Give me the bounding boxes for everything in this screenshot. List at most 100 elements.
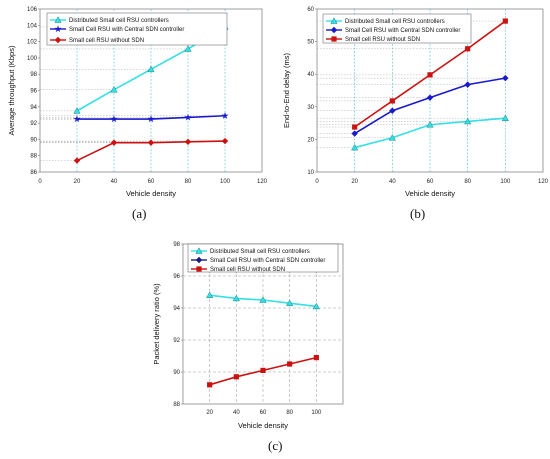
data-point-2-2 (427, 72, 433, 78)
legend-label-2: Small cell RSU without SDN (210, 267, 285, 273)
y-tick-label: 94 (30, 105, 37, 111)
data-point-2-4 (221, 137, 229, 145)
data-point-0-3 (286, 299, 294, 306)
legend-marker-2 (54, 36, 62, 44)
chart-c: 88 90 92 94 96 98 20 40 60 80 100 Vehicle density Pa… (152, 242, 344, 430)
y-tick-label: 100 (27, 56, 38, 62)
data-point-1-2 (147, 115, 155, 123)
x-tick-label: 20 (351, 179, 358, 185)
data-point-0-2 (259, 296, 267, 303)
y-tick-label: 90 (173, 370, 180, 376)
data-point-2-4 (313, 355, 319, 361)
data-point-2-3 (465, 46, 471, 52)
data-point-2-1 (389, 98, 395, 104)
x-axis-label: Vehicle density (126, 189, 176, 198)
x-axis-label: Vehicle density (405, 189, 455, 198)
data-point-0-0 (351, 143, 359, 151)
data-point-1-3 (184, 113, 192, 121)
legend-marker-2 (196, 266, 202, 272)
y-tick-label: 60 (307, 7, 314, 13)
legend-marker-0 (330, 17, 338, 24)
x-tick-label: 40 (111, 179, 118, 185)
y-tick-label: 10 (307, 170, 314, 176)
legend-marker-2 (331, 36, 337, 42)
data-point-0-0 (73, 107, 81, 114)
legend-marker-1 (195, 256, 203, 264)
data-point-1-3 (464, 81, 471, 88)
data-point-2-3 (287, 361, 293, 367)
y-axis-label: Average throughput (Kbps) (7, 45, 16, 135)
data-point-1-1 (389, 107, 396, 114)
y-tick-label: 50 (307, 40, 314, 46)
caption-a: (a) (132, 206, 147, 221)
legend-label-0: Distributed Small cell RSU controllers (345, 19, 445, 25)
x-tick-label: 20 (74, 179, 81, 185)
x-tick-label: 40 (389, 179, 396, 185)
data-point-2-1 (110, 139, 118, 146)
data-point-1-0 (351, 130, 358, 137)
legend-label-1: Small Cell RSU with Central SDN controll… (345, 28, 460, 34)
y-axis-label: Packet delivery ratio (%) (152, 283, 161, 365)
legend-box (322, 13, 472, 44)
data-point-2-0 (73, 157, 81, 164)
y-tick-label: 88 (30, 154, 37, 160)
legend-marker-0 (195, 247, 203, 254)
y-tick-label: 20 (307, 137, 314, 143)
legend-label-2: Small cell RSU without SDN (345, 37, 420, 43)
data-point-2-4 (502, 18, 508, 24)
data-point-0-3 (184, 45, 192, 52)
data-point-1-4 (221, 111, 229, 119)
x-tick-label: 100 (311, 410, 322, 416)
legend-label-1: Small Cell RSU with Central SDN controll… (210, 258, 325, 264)
legend-label-1: Small Cell RSU with Central SDN controll… (69, 27, 184, 33)
y-tick-label: 40 (307, 72, 314, 78)
y-tick-label: 30 (307, 105, 314, 111)
caption-c: (c) (268, 438, 283, 453)
data-point-2-0 (352, 124, 358, 130)
y-tick-label: 96 (173, 274, 180, 280)
x-tick-label: 20 (206, 410, 213, 416)
data-point-1-4 (502, 74, 509, 82)
y-tick-label: 90 (30, 137, 37, 143)
x-tick-label: 0 (315, 179, 319, 185)
y-tick-label: 96 (30, 89, 37, 95)
data-point-0-1 (232, 294, 240, 302)
caption-b: (b) (410, 206, 426, 221)
y-tick-label: 92 (30, 121, 37, 127)
data-point-0-4 (501, 114, 509, 121)
legend-marker-1 (54, 25, 62, 33)
data-point-0-3 (464, 117, 472, 125)
y-tick-label: 104 (27, 23, 38, 29)
data-point-2-1 (233, 374, 239, 380)
data-point-2-2 (260, 367, 266, 373)
y-tick-label: 98 (30, 72, 37, 78)
x-tick-label: 60 (148, 179, 155, 185)
x-tick-label: 80 (464, 179, 471, 185)
y-tick-label: 102 (27, 40, 38, 46)
data-point-0-2 (147, 65, 155, 73)
legend-label-0: Distributed Small cell RSU controllers (69, 18, 169, 24)
x-tick-label: 120 (538, 179, 549, 185)
x-axis-label: Vehicle density (238, 421, 288, 430)
data-point-1-1 (110, 115, 118, 123)
data-point-0-0 (206, 291, 214, 298)
data-point-0-1 (388, 134, 396, 141)
x-tick-label: 100 (220, 179, 231, 185)
legend-marker-0 (54, 16, 62, 23)
data-point-0-4 (312, 302, 320, 310)
chart-a: 86 88 90 92 94 96 98 100 102 104 106 0 20 40 60 80 100 12… (7, 7, 268, 198)
legend-label-0: Distributed Small cell RSU controllers (210, 249, 310, 255)
y-axis-label: End-to-End delay (ms) (282, 52, 291, 128)
y-tick-label: 98 (173, 242, 180, 248)
data-point-2-3 (184, 138, 192, 146)
data-point-1-2 (426, 94, 434, 101)
y-tick-label: 88 (173, 402, 180, 408)
x-tick-label: 0 (38, 179, 42, 185)
data-point-0-2 (426, 121, 434, 128)
data-point-2-2 (147, 139, 155, 146)
legend-marker-1 (330, 26, 338, 34)
y-tick-label: 92 (173, 338, 180, 344)
x-tick-label: 60 (260, 410, 267, 416)
y-tick-label: 94 (173, 306, 180, 312)
data-point-2-0 (207, 382, 213, 388)
